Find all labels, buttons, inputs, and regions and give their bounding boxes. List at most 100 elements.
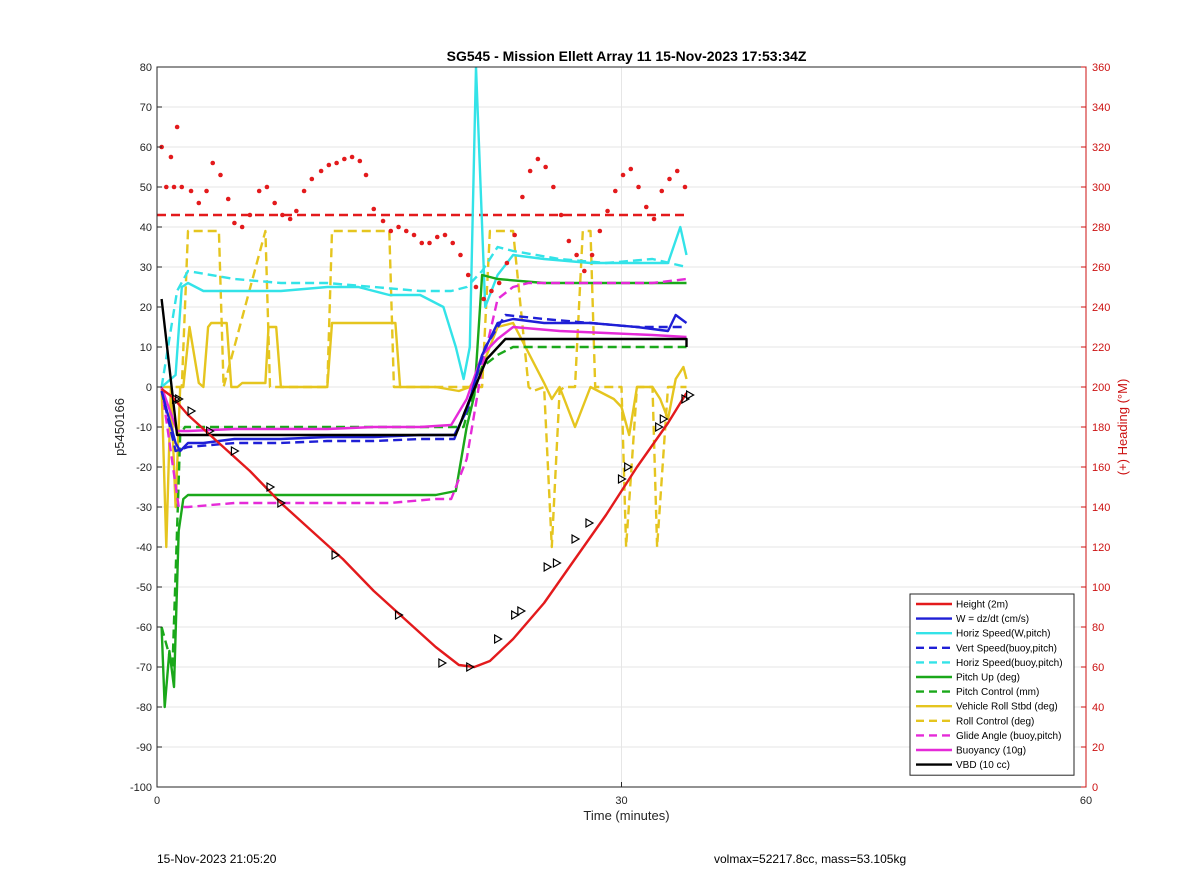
heading-point	[419, 240, 425, 246]
y-tick-label: -60	[136, 622, 152, 634]
height-marker	[187, 405, 197, 417]
heading-point	[171, 184, 177, 190]
heading-point	[496, 280, 502, 286]
y-tick-label: -80	[136, 702, 152, 714]
y-right-tick-label: 340	[1092, 102, 1110, 114]
y-tick-label: -40	[136, 542, 152, 554]
height-markers	[171, 389, 695, 673]
series-line-7	[160, 321, 688, 549]
mission-chart: -100-90-80-70-60-50-40-30-20-10010203040…	[112, 48, 1130, 823]
heading-point	[636, 184, 641, 190]
y-right-tick-label: 200	[1092, 382, 1110, 394]
heading-point	[527, 168, 533, 174]
y-tick-label: -20	[136, 462, 152, 474]
y-tick-label: 20	[140, 302, 152, 314]
heading-point	[605, 208, 610, 214]
y-tick-label: -30	[136, 502, 152, 514]
heading-point	[551, 184, 556, 190]
heading-point	[458, 252, 463, 258]
heading-point	[403, 228, 409, 234]
heading-point	[318, 168, 324, 174]
y-right-tick-label: 80	[1092, 622, 1104, 634]
height-marker	[494, 633, 503, 645]
heading-point	[264, 184, 270, 190]
y-right-tick-label: 280	[1092, 222, 1110, 234]
height-marker	[175, 393, 184, 405]
heading-point	[196, 200, 202, 206]
y-right-tick-label: 360	[1092, 62, 1110, 74]
legend-entry: Vert Speed(buoy,pitch)	[956, 643, 1057, 654]
x-tick-label: 0	[154, 795, 160, 807]
footer-date: 15-Nov-2023 21:05:20	[157, 852, 277, 866]
heading-point	[188, 188, 194, 194]
legend-box	[909, 593, 1075, 776]
height-marker	[331, 549, 341, 561]
series-line-9	[160, 277, 687, 509]
heading-point	[363, 172, 369, 178]
y-right-tick-label: 160	[1092, 462, 1110, 474]
height-marker	[659, 413, 669, 425]
y-right-tick-label: 220	[1092, 342, 1110, 354]
height-marker	[277, 497, 287, 509]
height-marker	[681, 393, 691, 405]
heading-point	[301, 188, 307, 194]
y-tick-label: 10	[140, 342, 152, 354]
heading-point	[247, 212, 253, 218]
height-marker	[266, 481, 276, 493]
heading-point	[225, 196, 231, 202]
height-marker	[438, 657, 448, 669]
height-marker	[511, 609, 520, 621]
heading-point	[489, 288, 494, 294]
chart-title: SG545 - Mission Ellett Array 11 15-Nov-2…	[447, 48, 807, 64]
legend-entry: Pitch Control (mm)	[956, 687, 1039, 698]
heading-point	[520, 194, 525, 200]
heading-point	[682, 184, 688, 190]
legend: Height (2m) W = dz/dt (cm/s) Horiz Speed(W…	[909, 593, 1075, 776]
legend-entry: Horiz Speed(W,pitch)	[956, 629, 1050, 640]
heading-point	[427, 240, 432, 246]
y-tick-label: -10	[136, 422, 152, 434]
heading-point	[659, 188, 665, 194]
heading-point	[504, 260, 510, 266]
series-line-3	[160, 313, 687, 453]
heading-point	[204, 188, 209, 194]
legend-entry: Horiz Speed(buoy,pitch)	[956, 658, 1063, 669]
legend-entry: Roll Control (deg)	[956, 716, 1034, 727]
y-tick-label: 80	[140, 62, 152, 74]
y-tick-label: 70	[140, 102, 152, 114]
height-marker	[624, 461, 633, 473]
heading-point	[574, 252, 579, 258]
y-right-tick-label: 20	[1092, 742, 1104, 754]
heading-point	[396, 224, 401, 230]
legend-entry: Pitch Up (deg)	[956, 673, 1020, 684]
heading-point	[218, 172, 223, 178]
height-marker	[655, 421, 664, 433]
heading-point	[232, 220, 237, 226]
heading-point	[674, 168, 680, 174]
heading-point	[442, 232, 448, 238]
heading-point	[342, 156, 347, 162]
heading-point	[512, 232, 517, 238]
heading-point	[371, 206, 377, 212]
height-marker	[466, 661, 475, 673]
y-axis-right-label: (+) Heading (°M)	[1115, 379, 1130, 476]
legend-entry: VBD (10 cc)	[956, 760, 1010, 771]
heading-point	[667, 176, 672, 182]
heading-point	[450, 240, 456, 246]
heading-point	[380, 218, 386, 224]
heading-point	[280, 212, 285, 218]
x-tick-label: 60	[1080, 795, 1092, 807]
heading-point	[434, 234, 440, 240]
series-line-2	[160, 67, 688, 388]
y-right-tick-label: 240	[1092, 302, 1110, 314]
heading-point	[309, 176, 315, 182]
heading-point	[558, 212, 564, 218]
heading-point	[326, 162, 332, 168]
y-tick-label: 40	[140, 222, 152, 234]
heading-point	[481, 296, 486, 302]
heading-point	[411, 232, 417, 238]
heading-point	[334, 160, 339, 166]
y-tick-label: -50	[136, 582, 152, 594]
heading-point	[256, 188, 262, 194]
y-right-tick-label: 260	[1092, 262, 1110, 274]
